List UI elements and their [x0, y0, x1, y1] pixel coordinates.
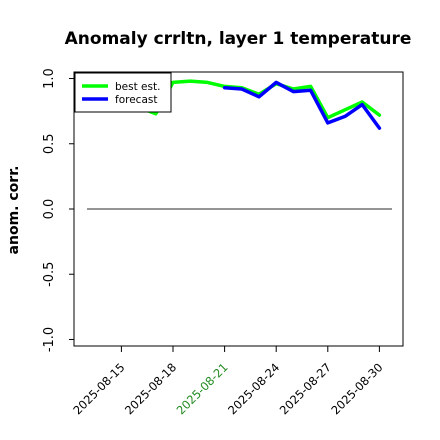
- x-tick-label: 2025-08-15: [70, 360, 127, 417]
- x-tick-label: 2025-08-21: [174, 360, 231, 417]
- plot-area: 1.00.50.0-0.5-1.02025-08-152025-08-18202…: [42, 68, 404, 417]
- series-line-forecast: [222, 80, 382, 130]
- x-tick-label: 2025-08-18: [122, 360, 179, 417]
- y-axis-label: anom. corr.: [6, 166, 22, 255]
- x-tick-label: 2025-08-27: [277, 360, 334, 417]
- x-tick-label: 2025-08-30: [328, 360, 385, 417]
- legend-label: best est.: [115, 81, 160, 93]
- legend-label: forecast: [115, 94, 157, 106]
- y-tick-label: 0.5: [42, 133, 57, 154]
- y-tick-label: 0.0: [42, 199, 57, 220]
- y-tick-label: 1.0: [42, 68, 57, 89]
- y-tick-label: -1.0: [42, 327, 57, 352]
- series-line-best-est: [136, 79, 382, 120]
- x-tick-label: 2025-08-24: [225, 360, 282, 417]
- y-tick-label: -0.5: [42, 262, 57, 287]
- legend-box: [74, 72, 172, 113]
- chart-title: Anomaly crrltn, layer 1 temperature: [65, 29, 412, 49]
